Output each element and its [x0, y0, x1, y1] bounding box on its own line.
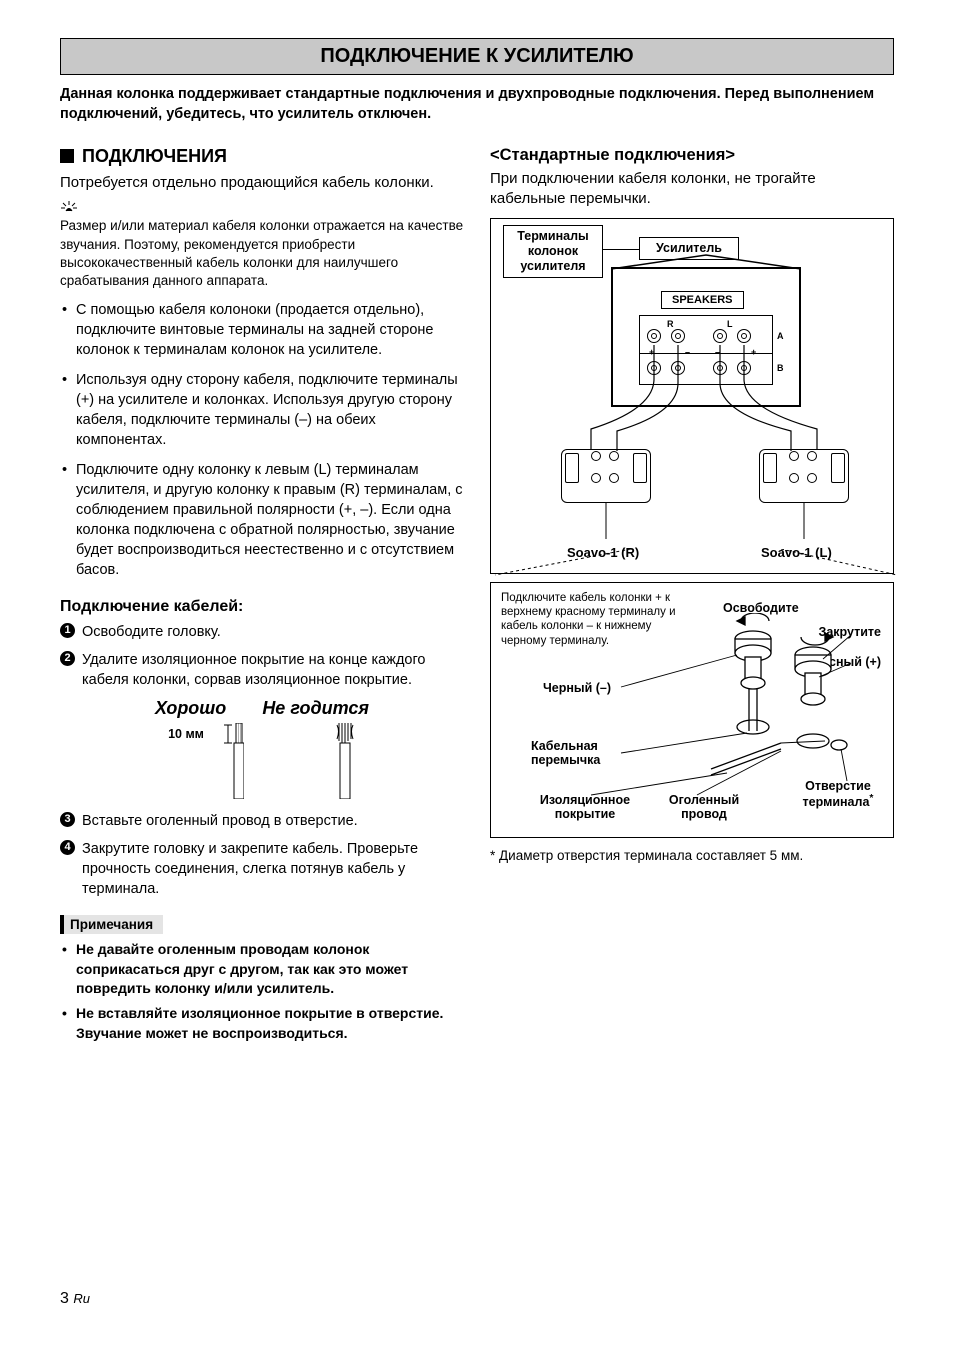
- square-bullet-icon: [60, 149, 74, 163]
- left-column: ПОДКЛЮЧЕНИЯ Потребуется отдельно продающ…: [60, 146, 464, 1049]
- amp-roof-icon: [611, 253, 801, 271]
- speakers-label: SPEAKERS: [661, 291, 744, 309]
- step-text: Закрутите головку и закрепите кабель. Пр…: [82, 841, 418, 897]
- bad-label: Не годится: [262, 698, 369, 719]
- hint-text: Размер и/или материал кабеля колонки отр…: [60, 217, 464, 290]
- step-number-icon: 3: [60, 812, 75, 827]
- footnote: * Диаметр отверстия терминала составляет…: [490, 848, 894, 863]
- connections-heading-text: ПОДКЛЮЧЕНИЯ: [82, 146, 227, 166]
- cable-connection-heading: Подключение кабелей:: [60, 598, 464, 616]
- page-suffix: Ru: [73, 1291, 90, 1306]
- step-number-icon: 2: [60, 651, 75, 666]
- intro-text: Данная колонка поддерживает стандартные …: [60, 85, 894, 124]
- right-column: <Стандартные подключения> При подключени…: [490, 146, 894, 1049]
- page-number: 3 Ru: [60, 1290, 90, 1308]
- notes-label: Примечания: [60, 915, 163, 934]
- step-text: Удалите изоляционное покрытие на конце к…: [82, 652, 426, 688]
- connections-heading: ПОДКЛЮЧЕНИЯ: [60, 146, 464, 167]
- note-item: Не вставляйте изоляционное покрытие в от…: [60, 1004, 464, 1043]
- left-intro: Потребуется отдельно продающийся кабель …: [60, 173, 464, 193]
- r-label: R: [667, 319, 674, 329]
- step-number-icon: 4: [60, 840, 75, 855]
- amp-terminals-label: Терминалы колонок усилителя: [503, 225, 603, 278]
- tip-icon: [60, 201, 464, 215]
- numbered-steps: 1 Освободите головку. 2 Удалите изоляционн…: [60, 622, 464, 690]
- note-item: Не давайте оголенным проводам колонок со…: [60, 940, 464, 998]
- ten-mm-label: 10 мм: [168, 727, 204, 741]
- step-number-icon: 1: [60, 623, 75, 638]
- step-text: Вставьте оголенный провод в отверстие.: [82, 813, 358, 829]
- footnote-text: Диаметр отверстия терминала составляет 5…: [499, 848, 803, 863]
- dashed-connector-icon: [491, 549, 901, 579]
- bad-wire-icon: [334, 723, 356, 799]
- page-num-value: 3: [60, 1290, 69, 1307]
- footnote-asterisk: *: [490, 848, 495, 863]
- bullet-item: Используя одну сторону кабеля, подключит…: [60, 370, 464, 450]
- bullet-item: Подключите одну колонку к левым (L) терм…: [60, 460, 464, 580]
- good-label: Хорошо: [155, 698, 226, 719]
- wire-strip-diagram: Хорошо Не годится 10 мм: [60, 698, 464, 799]
- detail-leaders-icon: [491, 583, 899, 839]
- l-label: L: [727, 319, 733, 329]
- step-item: 1 Освободите головку.: [60, 622, 464, 642]
- two-columns: ПОДКЛЮЧЕНИЯ Потребуется отдельно продающ…: [60, 146, 894, 1049]
- main-title: ПОДКЛЮЧЕНИЕ К УСИЛИТЕЛЮ: [60, 38, 894, 75]
- good-wire-icon: [222, 723, 244, 799]
- bullet-item: С помощью кабеля колоноки (продается отд…: [60, 300, 464, 360]
- step-item: 2 Удалите изоляционное покрытие на конце …: [60, 650, 464, 690]
- step-item: 4 Закрутите головку и закрепите кабель. П…: [60, 839, 464, 899]
- page: ПОДКЛЮЧЕНИЕ К УСИЛИТЕЛЮ Данная колонка п…: [0, 0, 954, 1348]
- bullet-list: С помощью кабеля колоноки (продается отд…: [60, 300, 464, 580]
- numbered-steps-continued: 3Вставьте оголенный провод в отверстие. …: [60, 811, 464, 899]
- standard-connections-heading: <Стандартные подключения>: [490, 146, 894, 165]
- connection-diagram: Терминалы колонок усилителя Усилитель SP…: [490, 218, 894, 574]
- step-text: Освободите головку.: [82, 624, 221, 640]
- step-item: 3 Вставьте оголенный провод в отверстие.: [60, 811, 464, 831]
- notes-list: Не давайте оголенным проводам колонок со…: [60, 940, 464, 1043]
- right-intro: При подключении кабеля колонки, не трога…: [490, 169, 894, 210]
- terminal-detail-diagram: Подключите кабель колонки + к верхнему к…: [490, 582, 894, 838]
